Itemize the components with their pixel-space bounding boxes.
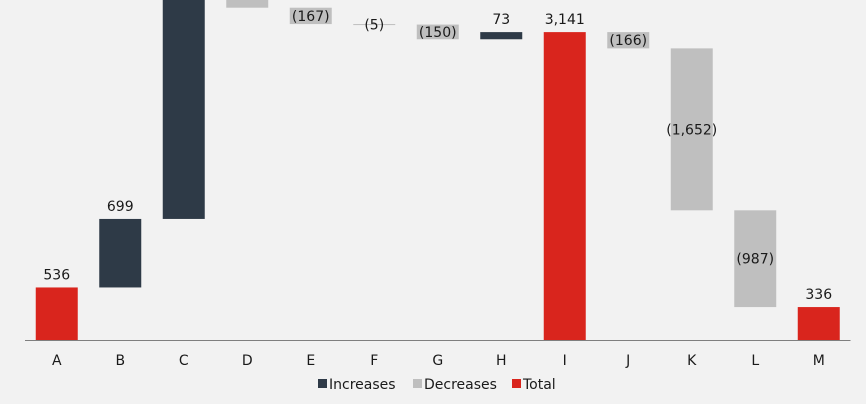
- value-labels-layer: 5366992,612(457)(167)(5)(150)733,141(166…: [43, 9, 832, 303]
- category-label-E: E: [306, 353, 315, 369]
- category-label-A: A: [52, 353, 62, 369]
- category-label-J: J: [625, 353, 630, 369]
- category-label-C: C: [179, 353, 189, 369]
- value-label-J: (166): [609, 33, 647, 49]
- bar-B: [99, 218, 142, 288]
- legend: Increases Decreases Total: [318, 377, 556, 393]
- bar-H: [480, 32, 523, 40]
- category-label-H: H: [496, 353, 507, 369]
- bar-J: [607, 32, 650, 49]
- legend-label-decrease: Decreases: [424, 377, 497, 393]
- bar-A: [35, 287, 78, 340]
- value-label-L: (987): [736, 252, 774, 268]
- value-label-H: 73: [492, 12, 510, 28]
- value-label-M: 336: [805, 287, 832, 303]
- value-label-A: 536: [43, 267, 70, 283]
- legend-swatch-increase: [318, 379, 327, 388]
- bars-layer: [35, 0, 840, 341]
- category-labels-layer: A B C D E F G H I J K L M: [52, 353, 825, 369]
- bar-F: [353, 24, 396, 26]
- legend-swatch-decrease: [413, 379, 422, 388]
- value-label-E: (167): [292, 9, 330, 25]
- bar-K: [670, 48, 713, 211]
- category-label-G: G: [432, 353, 443, 369]
- category-label-F: F: [370, 353, 378, 369]
- category-label-I: I: [563, 353, 567, 369]
- category-label-D: D: [242, 353, 253, 369]
- value-label-F: (5): [364, 17, 384, 33]
- value-label-K: (1,652): [666, 122, 717, 138]
- bar-L: [734, 210, 777, 308]
- bar-I: [543, 32, 586, 341]
- bar-E: [289, 7, 332, 25]
- category-label-K: K: [687, 353, 697, 369]
- value-label-I: 3,141: [545, 12, 585, 28]
- bar-M: [797, 307, 840, 340]
- value-label-B: 699: [107, 199, 134, 215]
- legend-label-increase: Increases: [329, 377, 396, 393]
- bar-D: [226, 0, 269, 8]
- value-label-G: (150): [419, 25, 457, 41]
- legend-swatch-total: [512, 379, 521, 388]
- category-label-L: L: [751, 353, 759, 369]
- category-label-B: B: [115, 353, 125, 369]
- bar-C: [162, 0, 205, 219]
- category-label-M: M: [813, 353, 825, 369]
- legend-label-total: Total: [522, 377, 556, 393]
- bar-G: [416, 24, 459, 40]
